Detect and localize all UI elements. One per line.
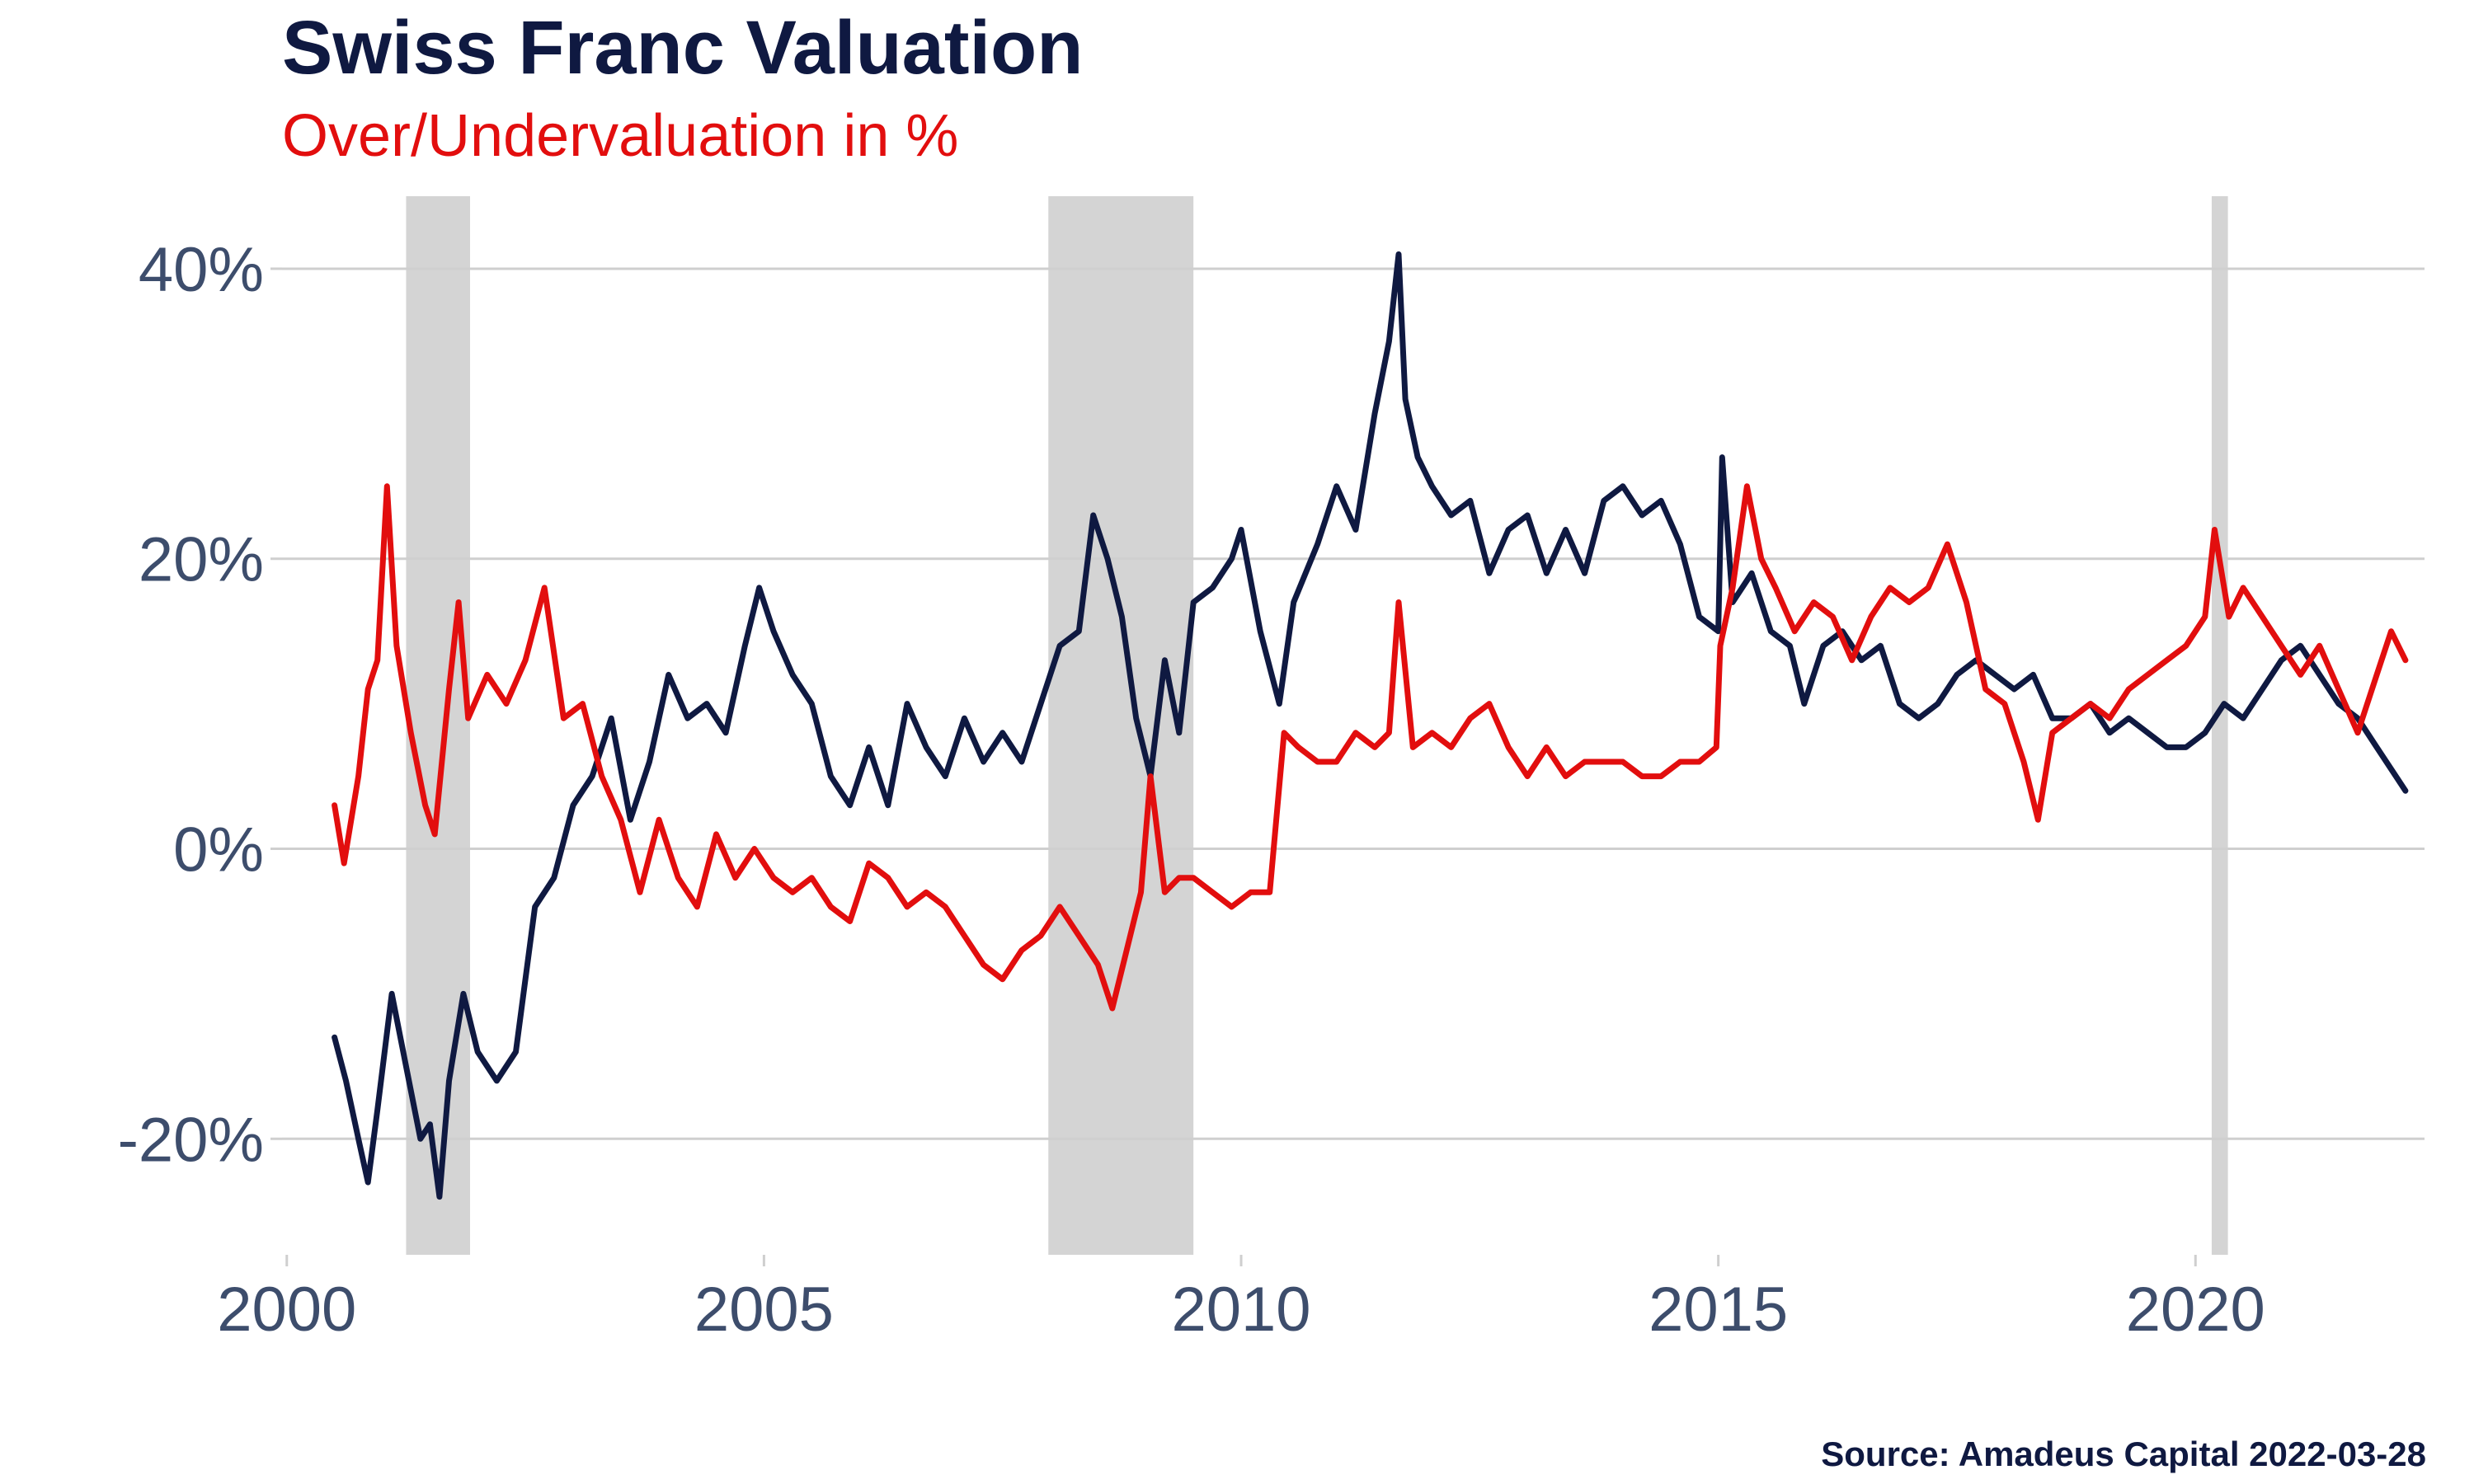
chart-title: Swiss Franc Valuation (282, 6, 1084, 90)
y-tick-label: 0% (173, 815, 264, 885)
shaded-period-0 (406, 196, 470, 1255)
x-tick-label: 2020 (2126, 1275, 2265, 1345)
source-caption: Source: Amadeus Capital 2022-03-28 (1821, 1435, 2426, 1473)
y-tick-label: -20% (118, 1105, 264, 1175)
shaded-period-1 (1048, 196, 1194, 1255)
series-line-1 (332, 483, 2409, 1012)
y-tick-label: 20% (139, 525, 264, 595)
x-tick-label: 2015 (1649, 1275, 1788, 1345)
x-tick-label: 2005 (694, 1275, 834, 1345)
series-line-0 (332, 251, 2409, 1200)
y-tick-label: 40% (139, 235, 264, 305)
chart-subtitle: Over/Undervaluation in % (282, 103, 959, 169)
x-tick-label: 2000 (217, 1275, 356, 1345)
shaded-period-2 (2211, 196, 2228, 1255)
x-tick-label: 2010 (1171, 1275, 1310, 1345)
